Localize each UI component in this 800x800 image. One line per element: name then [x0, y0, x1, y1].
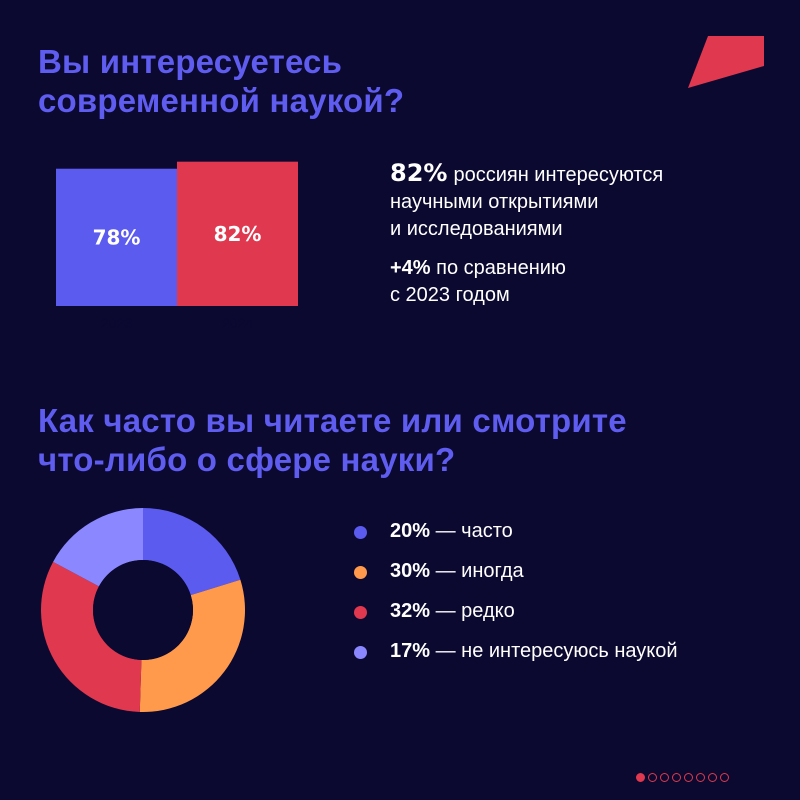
- stat-main-text: россиян интересуются научными открытиями…: [390, 164, 664, 240]
- pager-dot-8[interactable]: [720, 773, 729, 782]
- legend-item: 30% — иногда: [352, 558, 752, 585]
- donut-slice-1: [143, 508, 241, 596]
- donut-chart: [41, 508, 246, 712]
- donut-slice-3: [41, 561, 142, 712]
- stat-line-1: 82% россиян интересуются научными открыти…: [390, 160, 770, 243]
- pager-dot-3[interactable]: [660, 773, 669, 782]
- legend-label: — редко: [430, 600, 515, 622]
- bar-value-label: 78%: [93, 225, 141, 249]
- legend-item: 20% — часто: [352, 518, 752, 545]
- legend-value: 32%: [390, 600, 431, 622]
- bar-value-label: 82%: [214, 222, 262, 246]
- pager-dot-5[interactable]: [684, 773, 693, 782]
- stat-line-2: +4% по сравнению с 2023 годом: [390, 255, 770, 309]
- legend-dot-icon: [354, 566, 367, 579]
- legend-value: 30%: [390, 560, 431, 582]
- legend-label: — часто: [430, 520, 513, 542]
- legend-item: 17% — не интересуюсь наукой: [352, 638, 752, 665]
- bar-chart: 78% 2023 82% 2024: [56, 161, 298, 331]
- bar-category-label: 2023: [101, 315, 132, 331]
- stat-change-value: +4%: [390, 257, 431, 279]
- donut-hole: [93, 560, 193, 660]
- bar-2023: [56, 168, 177, 306]
- legend-value: 17%: [390, 640, 431, 662]
- bar-2024: [177, 161, 298, 306]
- pager-dot-1[interactable]: [636, 773, 645, 782]
- brand-logo-icon: [688, 36, 764, 88]
- stat-summary: 82% россиян интересуются научными открыти…: [390, 160, 770, 321]
- bar-category-label: 2024: [222, 315, 253, 331]
- pager-dot-6[interactable]: [696, 773, 705, 782]
- donut-slice-2: [139, 579, 246, 712]
- pager-dot-4[interactable]: [672, 773, 681, 782]
- legend-item: 32% — редко: [352, 598, 752, 625]
- donut-legend: 20% — часто 30% — иногда 32% — редко 17% — …: [352, 518, 752, 678]
- legend-value: 20%: [390, 520, 431, 542]
- legend-label: — иногда: [430, 560, 524, 582]
- legend-dot-icon: [354, 526, 367, 539]
- donut-slice-4: [53, 508, 143, 587]
- legend-label: — не интересуюсь наукой: [430, 640, 678, 662]
- stat-main-value: 82%: [390, 159, 448, 187]
- legend-dot-icon: [354, 606, 367, 619]
- question-title-2: Как часто вы читаете или смотрите что-ли…: [38, 402, 627, 478]
- stat-change-text: по сравнению с 2023 годом: [390, 257, 566, 306]
- pager-dot-2[interactable]: [648, 773, 657, 782]
- pager-dot-7[interactable]: [708, 773, 717, 782]
- carousel-pager: [636, 773, 729, 782]
- legend-dot-icon: [354, 646, 367, 659]
- question-title-1: Вы интересуетесь современной наукой?: [38, 43, 405, 119]
